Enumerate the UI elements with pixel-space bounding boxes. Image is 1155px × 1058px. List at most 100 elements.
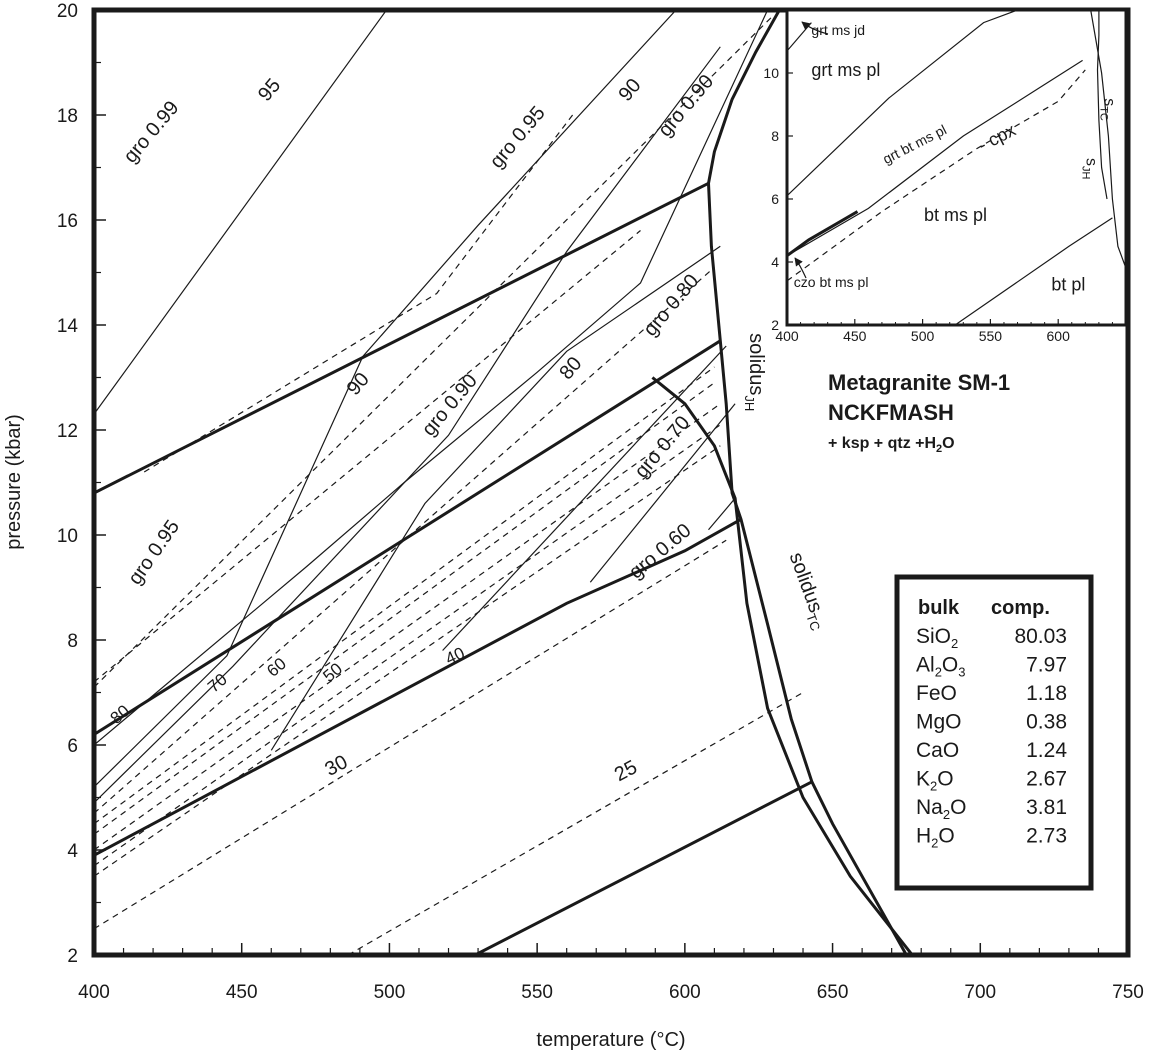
x-tick-label: 600 (669, 982, 701, 1003)
line-d99 (94, 14, 774, 688)
line-d60 (94, 403, 721, 851)
bulk-value: 7.97 (1026, 654, 1067, 677)
line-solJH (706, 10, 908, 955)
bulk-oxide: H2O (916, 825, 955, 851)
bulk-value: 2.67 (1026, 768, 1067, 791)
y-tick-label: 10 (57, 526, 78, 547)
solidus-labels: solidusJH solidusTC (742, 333, 833, 633)
bulk-oxide: FeO (916, 682, 957, 705)
line-d30 (94, 539, 727, 930)
bulk-composition-box: bulk comp. SiO2 80.03 Al2O3 7.97 FeO 1.18 MgO 0… (894, 574, 1094, 891)
y-tick-label: 16 (57, 211, 78, 232)
reaction-lines (94, 10, 914, 955)
x-tick-label: 700 (964, 982, 996, 1003)
inset-x-tick-label: 450 (843, 328, 867, 344)
y-tick-label: 4 (67, 841, 78, 862)
isopleth-label: 60 (263, 654, 290, 681)
plot-frame (91, 7, 1131, 958)
inset-x-tick-label: 500 (911, 328, 935, 344)
inset-solidus-label: sTC (1097, 98, 1117, 121)
inset-line (1096, 10, 1108, 200)
line-g90b (270, 245, 721, 751)
isopleth-label: gro 0.99 (119, 97, 183, 167)
isopleth-label: gro 0.95 (124, 516, 184, 589)
y-tick-label: 20 (57, 1, 78, 22)
inset-line (787, 59, 1083, 257)
y-tick-label: 6 (67, 736, 78, 757)
y-tick-label: 8 (67, 631, 78, 652)
arrow-grt-ms-jd (801, 21, 829, 35)
assemblage-label: + ksp + qtz +H2O (828, 435, 955, 455)
inset-field-label: grt ms jd (811, 22, 865, 38)
x-tick-label: 750 (1112, 982, 1144, 1003)
line-l1 (94, 181, 710, 495)
bulk-header-right: comp. (991, 597, 1050, 619)
bulk-value: 2.73 (1026, 825, 1067, 848)
arrow-czo-bt-ms-pl (794, 257, 807, 279)
line-g95a (94, 10, 769, 746)
chart-subtitle: NCKFMASH (828, 400, 954, 425)
x-tick-label: 500 (374, 982, 406, 1003)
inset-axis-ticks: 400 450 500 550 600 2 4 6 8 10 (763, 65, 1113, 344)
y-axis-label: pressure (kbar) (3, 414, 25, 550)
bulk-header-left: bulk (918, 597, 960, 619)
line-d40 (94, 445, 721, 877)
y-tick-label: 2 (67, 946, 78, 967)
line-d95 (143, 114, 574, 473)
inset-line (1090, 10, 1126, 269)
inset-line (787, 10, 1018, 197)
line-g70 (589, 403, 736, 583)
inset-lines (787, 10, 1126, 325)
inset-y-tick-label: 10 (763, 65, 779, 81)
solidus-label: solidusTC (782, 550, 833, 633)
line-l2 (94, 339, 722, 736)
inset-field-label: grt ms pl (811, 60, 880, 80)
line-l3 (94, 517, 742, 857)
inset-line (787, 210, 859, 257)
inset-line (787, 69, 1086, 282)
x-tick-label: 650 (817, 982, 849, 1003)
line-d25 (347, 691, 804, 955)
isopleth-label: 50 (319, 659, 346, 686)
inset-solidus-label: sJH (1080, 158, 1100, 180)
isopleth-label: 30 (321, 751, 351, 781)
inset-y-tick-label: 8 (771, 128, 779, 144)
inset-y-tick-label: 6 (771, 191, 779, 207)
bulk-oxide: K2O (916, 768, 954, 794)
isopleth-label: gro 0.80 (639, 270, 703, 340)
isopleth-label: gro 0.70 (631, 412, 695, 482)
isopleth-label: 80 (555, 353, 586, 384)
bulk-value: 0.38 (1026, 711, 1067, 734)
isopleth-label: 25 (611, 756, 641, 786)
bulk-oxide: SiO2 (916, 625, 958, 651)
bulk-oxide: MgO (916, 711, 962, 734)
bulk-value: 80.03 (1014, 625, 1067, 648)
line-l4 (474, 780, 813, 955)
bulk-oxide: Na2O (916, 796, 966, 822)
inset-frame (785, 8, 1128, 327)
inset-background (787, 10, 1126, 325)
solidus-label: solidusJH (742, 333, 767, 411)
inset-field-label: czo bt ms pl (794, 274, 869, 290)
inset-field-label: bt ms pl (924, 205, 987, 225)
bulk-oxide: CaO (916, 739, 959, 762)
chart-title-block: Metagranite SM-1 NCKFMASH + ksp + qtz +H… (828, 370, 1010, 455)
inset-y-tick-label: 4 (771, 254, 779, 270)
bulk-value: 1.18 (1026, 682, 1067, 705)
isopleth-label: 90 (614, 75, 645, 106)
inset-y-tick-label: 2 (771, 317, 779, 333)
isopleth-label: gro 0.95 (486, 102, 550, 172)
y-tick-label: 14 (57, 316, 79, 337)
line-d80 (94, 366, 715, 825)
isopleth-label: 90 (343, 369, 374, 400)
bulk-box-frame (894, 574, 1094, 891)
inset-line (954, 217, 1113, 325)
inset-x-tick-label: 400 (775, 328, 799, 344)
line-g80 (442, 345, 727, 651)
line-solTC (651, 376, 914, 955)
bulk-oxide: Al2O3 (916, 654, 966, 680)
isopleth-label: gro 0.90 (654, 71, 718, 141)
bulk-value: 3.81 (1026, 796, 1067, 819)
